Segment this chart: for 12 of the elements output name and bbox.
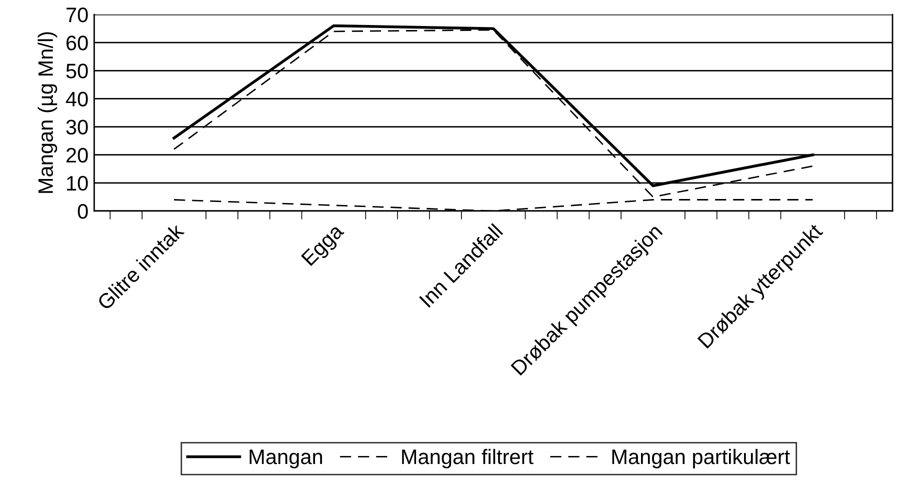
y-tick-label: 50 — [66, 64, 88, 78]
y-tick-label: 40 — [66, 92, 88, 106]
y-tick-label: 60 — [66, 36, 88, 50]
y-tick-label: 70 — [66, 8, 88, 22]
y-tick-label: 30 — [66, 120, 88, 135]
legend-label: Mangan partikulært — [612, 448, 790, 468]
y-tick-label: 0 — [78, 204, 88, 219]
y-tick-label: 20 — [66, 148, 88, 163]
legend-label: Mangan filtrert — [402, 448, 534, 468]
y-tick-label: 10 — [67, 176, 88, 191]
legend-label: Mangan — [250, 450, 322, 468]
y-axis-title: Mangan (µg Mn/l) — [38, 32, 58, 193]
